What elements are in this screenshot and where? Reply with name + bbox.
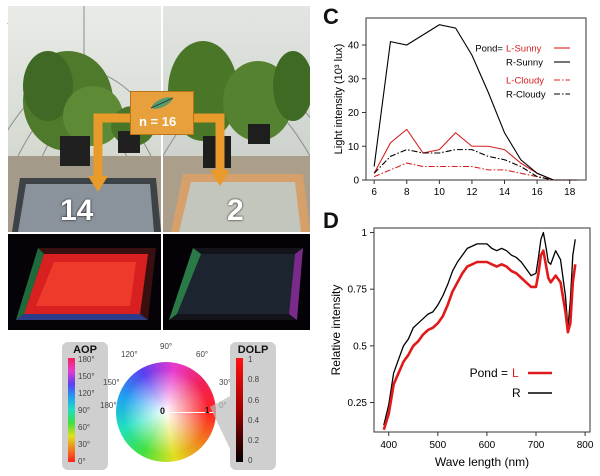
chart-c-series-line-1	[373, 24, 578, 181]
chart-d-relative-intensity: 400 500 600 700 800 0.25 0.5 0.75 1 Wave length (…	[329, 227, 594, 469]
chart-d-ylabel: Relative intensity	[329, 285, 343, 376]
aop-tick-90: 90°	[78, 406, 91, 415]
panel-letter-d: D	[323, 208, 339, 233]
chart-c-legend-label-0: L-Sunny	[506, 44, 542, 55]
polarization-right-render	[169, 248, 303, 320]
wheel-label-120: 120°	[121, 350, 138, 359]
chart-c-plot-frame	[365, 17, 587, 181]
chart-c-ytick-label: 0	[353, 176, 359, 187]
wheel-label-60: 60°	[196, 350, 209, 359]
chart-c-series-line-2	[373, 162, 578, 181]
dolp-tick-0.6: 0.6	[248, 396, 260, 405]
photo-left-pond-image	[8, 6, 161, 232]
dolp-tick-0: 0	[248, 456, 253, 465]
aop-color-wheel: 0 1	[112, 358, 220, 466]
dolp-tick-1: 1	[248, 355, 253, 364]
chart-c-legend-prefix: Pond=	[475, 44, 503, 55]
chart-c-series-line-0	[373, 128, 578, 181]
aop-colorbar	[68, 358, 75, 462]
trap-count-right: 2	[227, 194, 244, 227]
chart-c-ylabel: Light intensity (10³ lux)	[333, 44, 345, 155]
aop-legend-title: AOP	[73, 344, 97, 356]
n-label-box: n = 16	[130, 91, 194, 135]
chart-d-ytick-label: 0.5	[353, 341, 367, 352]
polarization-image-right	[163, 234, 310, 330]
chart-d-xlabel: Wave length (nm)	[435, 455, 529, 469]
polarization-left-render	[16, 248, 156, 320]
dolp-tick-0.2: 0.2	[248, 436, 260, 445]
chart-d-ytick-label: 0.25	[348, 398, 368, 409]
chart-c-legend-label-3: R-Cloudy	[506, 90, 546, 101]
aop-tick-180: 180°	[78, 355, 95, 364]
chart-c-ytick-label: 20	[348, 108, 360, 119]
chart-d-ytick-label: 1	[361, 228, 367, 239]
wheel-label-30: 30°	[219, 378, 232, 387]
aop-tick-60: 60°	[78, 423, 91, 432]
trap-count-left: 14	[60, 194, 94, 227]
aop-tick-0: 0°	[78, 457, 86, 466]
chart-c-ytick-label: 10	[348, 142, 360, 153]
chart-d-legend-label-1: R	[512, 386, 521, 400]
wheel-center-label: 0	[160, 406, 166, 416]
chart-d-series-line-1	[383, 231, 576, 426]
split-arrows	[88, 113, 230, 192]
chart-d-xtick-label: 500	[429, 440, 446, 451]
chart-d-xtick-label: 400	[380, 440, 397, 451]
dolp-tick-0.8: 0.8	[248, 375, 260, 384]
chart-d-ytick-label: 0.75	[348, 285, 368, 296]
wheel-to-dolp-connector	[210, 395, 232, 453]
aop-tick-150: 150°	[78, 372, 95, 381]
chart-c-xtick-label: 6	[371, 187, 377, 198]
chart-c-xtick-label: 10	[434, 187, 446, 198]
chart-c-xtick-label: 16	[532, 187, 544, 198]
chart-d-xtick-label: 600	[479, 440, 496, 451]
wheel-label-150: 150°	[103, 378, 120, 387]
chart-d-legend-prefix: Pond =	[470, 366, 508, 380]
wheel-label-90: 90°	[160, 342, 173, 351]
wheel-edge-label: 1	[205, 406, 210, 415]
dolp-colorbar	[236, 358, 243, 462]
chart-d-plot-frame	[373, 227, 591, 433]
chart-d-xtick-label: 800	[577, 440, 594, 451]
chart-d-legend-label-0: L	[512, 366, 519, 380]
n-label: n = 16	[139, 114, 177, 129]
wheel-label-180: 180°	[100, 401, 117, 410]
color-wheel-disc: 0 1	[116, 362, 216, 462]
dolp-legend: DOLP 1 0.8 0.6 0.4 0.2 0	[230, 342, 276, 470]
panel-letter-c: C	[323, 4, 339, 29]
chart-c-series-line-3	[373, 149, 578, 181]
dolp-legend-title: DOLP	[237, 344, 269, 356]
chart-c-legend-label-2: L-Cloudy	[506, 76, 544, 87]
chart-d-xtick-label: 700	[528, 440, 545, 451]
chart-c-xtick-label: 12	[466, 187, 478, 198]
polarization-image-left	[8, 234, 161, 330]
chart-c-ytick-label: 30	[348, 74, 360, 85]
chart-c-xtick-label: 8	[404, 187, 410, 198]
aop-tick-30: 30°	[78, 440, 91, 449]
insect-icon	[150, 97, 174, 109]
aop-tick-120: 120°	[78, 389, 95, 398]
chart-c-xtick-label: 18	[564, 187, 576, 198]
photo-left-pond: 14	[8, 6, 161, 232]
dolp-tick-0.4: 0.4	[248, 416, 260, 425]
aop-legend: AOP 180° 150° 120° 90° 60° 30° 0°	[62, 342, 108, 470]
chart-c-legend-label-1: R-Sunny	[506, 58, 543, 69]
chart-c-ytick-label: 40	[348, 41, 360, 52]
chart-d-series-line-0	[382, 249, 577, 431]
chart-c-xtick-label: 14	[499, 187, 511, 198]
